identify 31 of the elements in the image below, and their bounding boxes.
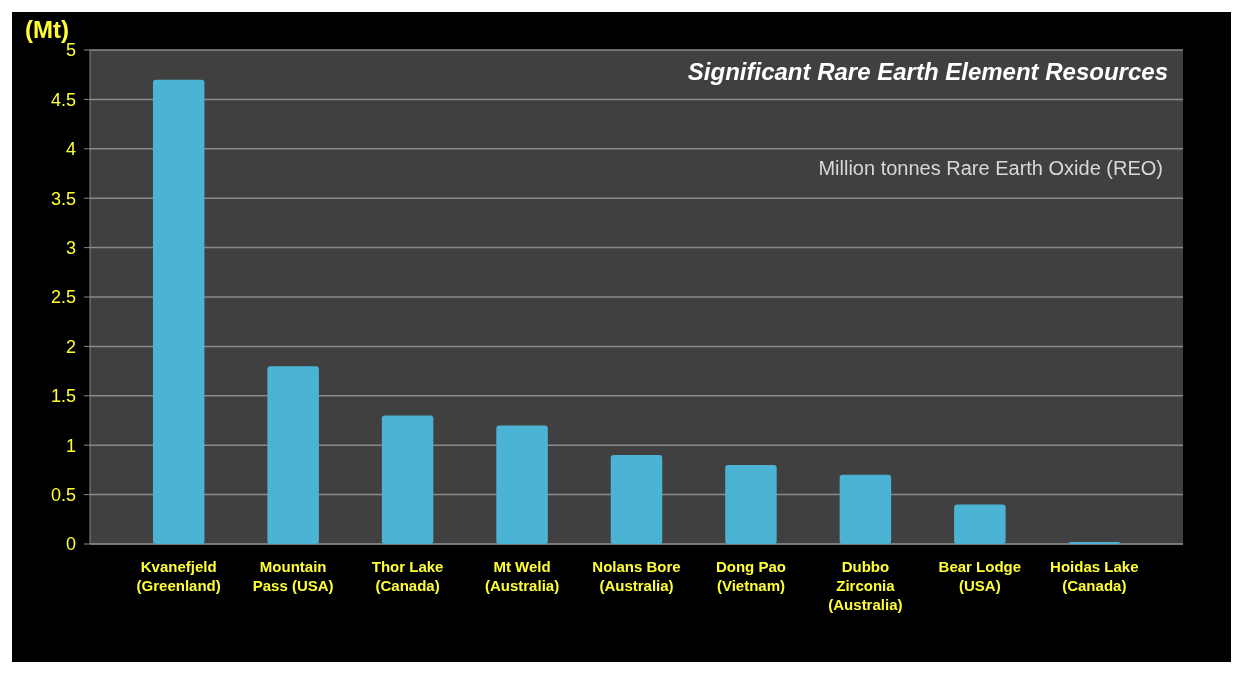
x-tick-label: Dubbo Zirconia (Australia) — [828, 558, 903, 613]
y-tick-label: 2.5 — [50, 287, 76, 308]
y-tick-label: 1 — [65, 435, 76, 456]
y-tick-label: 4.5 — [50, 89, 76, 110]
y-tick-label: 0 — [65, 534, 76, 555]
x-tick-label: Dong Pao (Vietnam) — [715, 558, 786, 594]
y-tick-label: 5 — [65, 40, 76, 61]
bar — [725, 464, 777, 544]
x-tick-label: Hoidas Lake (Canada) — [1050, 558, 1139, 594]
y-tick-label: 3 — [65, 237, 76, 258]
x-tick-label: Mountain Pass (USA) — [252, 558, 334, 594]
bar — [381, 415, 434, 544]
x-tick-label: Kvanefjeld (Greenland) — [136, 558, 221, 594]
bar — [954, 504, 1006, 544]
annotation: Million tonnes Rare Earth Oxide (REO) — [818, 157, 1163, 179]
bar — [152, 79, 205, 544]
chart-title: Significant Rare Earth Element Resources — [687, 58, 1168, 85]
y-tick-label: 1.5 — [50, 386, 76, 407]
x-tick-label: Bear Lodge (USA) — [938, 558, 1022, 594]
x-tick-label: Thor Lake (Canada) — [371, 558, 444, 594]
y-tick-label: 2 — [65, 336, 76, 357]
x-tick-label: Mt Weld (Australia) — [484, 558, 560, 594]
y-axis-title: (Mt) — [25, 16, 69, 43]
x-tick-label: Nolans Bore (Australia) — [592, 558, 681, 594]
bar — [839, 474, 892, 544]
y-tick-label: 0.5 — [50, 484, 76, 505]
bar — [610, 455, 663, 544]
bar — [496, 425, 548, 544]
y-tick-label: 4 — [65, 139, 76, 160]
bar — [267, 366, 319, 544]
y-tick-label: 3.5 — [50, 188, 76, 209]
